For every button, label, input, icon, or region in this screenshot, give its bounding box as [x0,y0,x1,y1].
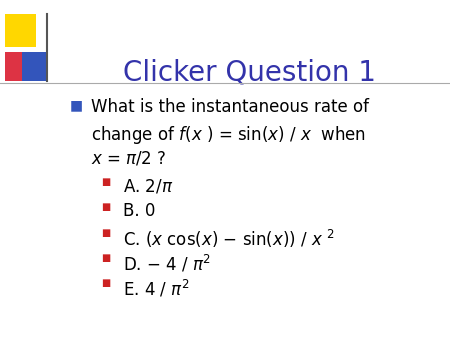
Text: ■: ■ [102,278,111,288]
Text: Clicker Question 1: Clicker Question 1 [122,59,375,87]
Text: D. $-$ 4 / $\pi$$^{2}$: D. $-$ 4 / $\pi$$^{2}$ [122,253,210,274]
Text: E. 4 / $\pi$$^{2}$: E. 4 / $\pi$$^{2}$ [122,278,189,299]
Text: $x$ = $\pi$/2 ?: $x$ = $\pi$/2 ? [91,150,166,168]
Text: B. 0: B. 0 [122,202,155,220]
Text: ■: ■ [102,228,111,238]
Text: ■: ■ [70,98,83,112]
Text: ■: ■ [102,202,111,213]
Text: What is the instantaneous rate of: What is the instantaneous rate of [91,98,369,116]
Text: change of $f$($x$ ) = sin($x$) / $x$  when: change of $f$($x$ ) = sin($x$) / $x$ whe… [91,124,366,146]
Text: ■: ■ [102,177,111,187]
Text: A. 2/$\pi$: A. 2/$\pi$ [122,177,173,195]
Text: C. ($x$ cos($x$) $-$ sin($x$)) / $x$ $^{2}$: C. ($x$ cos($x$) $-$ sin($x$)) / $x$ $^{… [122,228,334,250]
Text: ■: ■ [102,253,111,263]
